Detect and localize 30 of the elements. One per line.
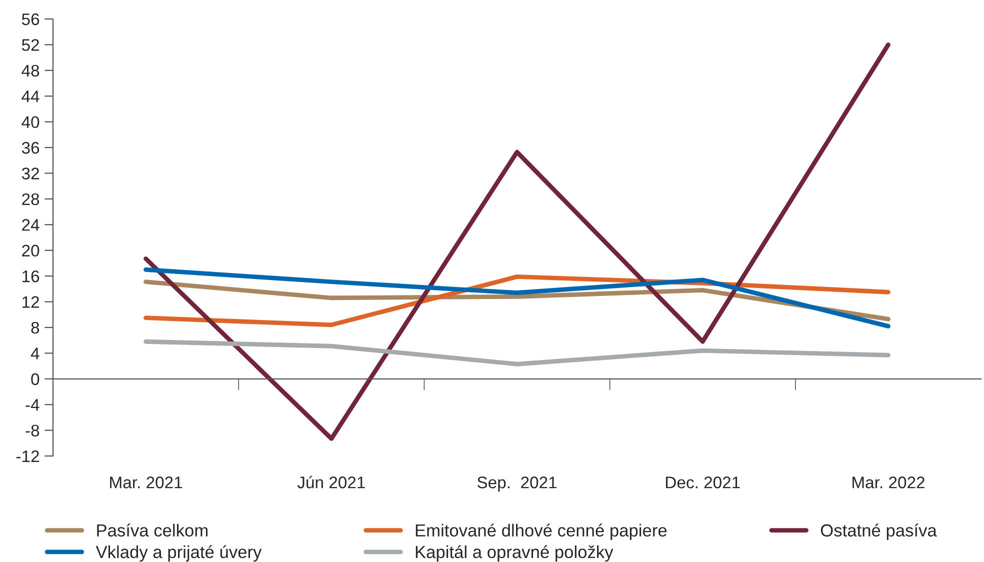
y-tick-label: 52 [22, 39, 39, 51]
y-tick-label: 8 [31, 322, 40, 334]
x-tick-label: Sep. 2021 [477, 476, 557, 492]
x-tick-label: Jún 2021 [297, 476, 365, 488]
y-tick-label: -4 [26, 399, 40, 411]
legend-label: Ostatné pasíva [820, 524, 937, 540]
y-tick-label: 36 [22, 142, 40, 154]
legend-label: Emitované dlhové cenné papiere [416, 524, 667, 540]
x-tick-label: Mar. 2022 [852, 476, 924, 488]
y-tick-label: 0 [31, 373, 40, 386]
x-tick-label: Mar. 2021 [110, 476, 182, 488]
y-tick-label: 32 [22, 168, 39, 180]
legend-label: Pasíva celkom [97, 524, 208, 537]
y-tick-label: -8 [26, 424, 40, 436]
y-tick-label: 56 [22, 13, 40, 26]
x-tick-label: Dec. 2021 [666, 476, 740, 488]
y-tick-label: 16 [22, 270, 40, 282]
y-tick-label: 48 [22, 64, 40, 77]
y-tick-label: 28 [22, 193, 40, 206]
y-tick-label: 44 [22, 90, 40, 102]
y-tick-label: 24 [22, 219, 40, 231]
y-tick-label: -12 [16, 450, 39, 462]
y-tick-label: 20 [22, 244, 40, 257]
line-series [144, 42, 890, 441]
y-tick-label: 12 [22, 296, 39, 308]
legend-label: Kapitál a opravné položky [416, 545, 614, 562]
y-tick-label: 4 [30, 348, 40, 360]
y-tick-label: 40 [22, 116, 40, 128]
line-series [144, 339, 890, 366]
legend-label: Vklady a prijaté úvery [96, 545, 262, 562]
